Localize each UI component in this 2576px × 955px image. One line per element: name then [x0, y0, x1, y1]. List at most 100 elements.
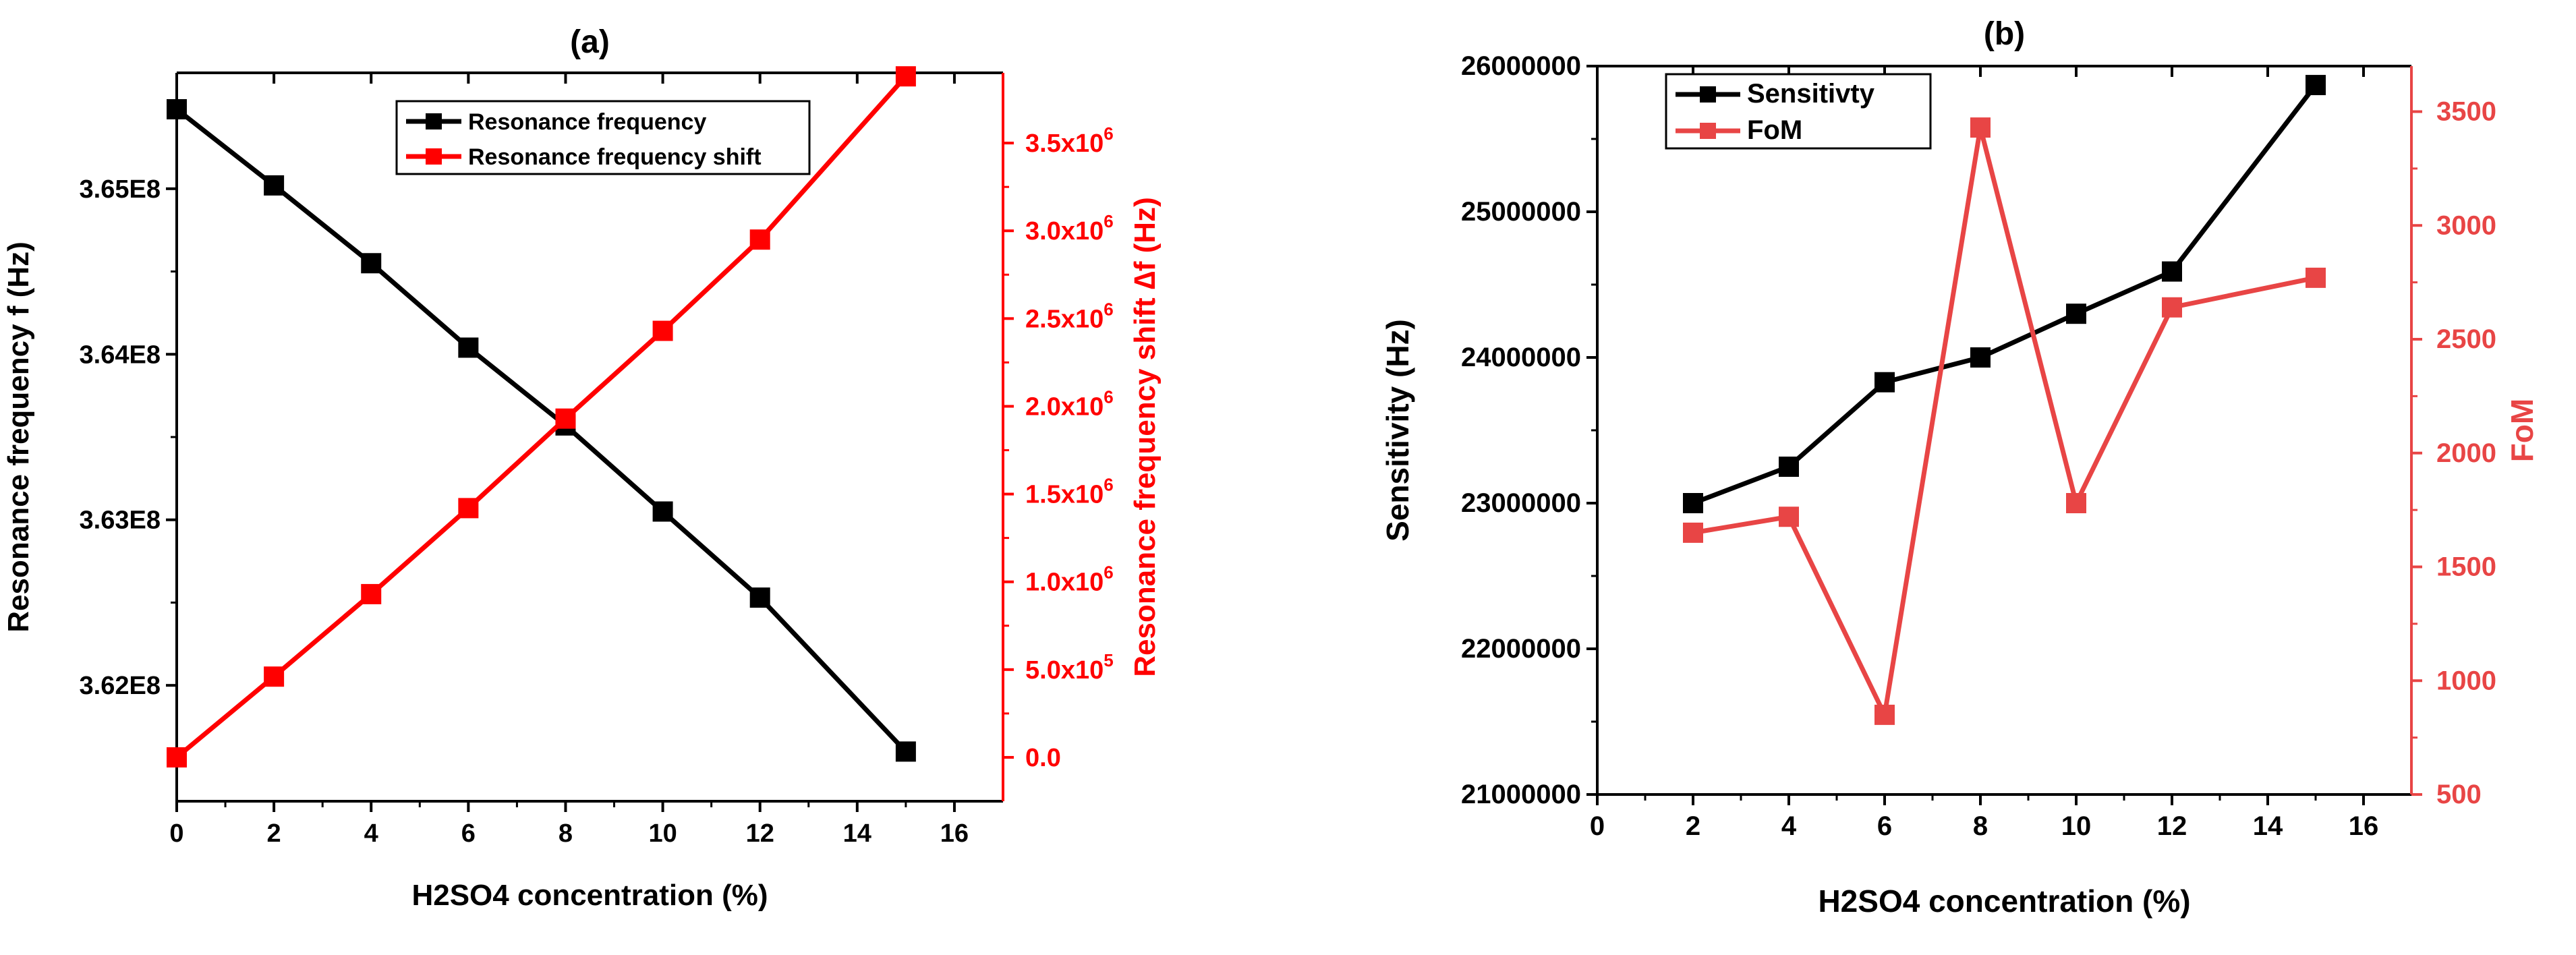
- legend-marker-1: [426, 148, 442, 165]
- x-tick-label: 0: [169, 819, 183, 848]
- data-point-1: [264, 666, 285, 687]
- x-tick-label: 10: [2061, 811, 2092, 841]
- data-point-1: [2162, 297, 2182, 318]
- y-right-tick-exponent: 6: [1104, 211, 1113, 231]
- x-tick-label: 12: [746, 819, 774, 848]
- y-right-tick-mantissa: 1.5x10: [1025, 481, 1104, 509]
- x-tick-label: 4: [1781, 811, 1797, 841]
- data-point-0: [264, 175, 285, 196]
- y-right-tick-label: 1500: [2436, 552, 2496, 582]
- y-right-tick-exponent: 6: [1104, 299, 1113, 319]
- y-right-tick-mantissa: 2.0x10: [1025, 393, 1104, 421]
- y-right-tick-mantissa: 3.5x10: [1025, 129, 1104, 158]
- y-right-tick-mantissa: 3.0x10: [1025, 217, 1104, 245]
- data-point-0: [2306, 75, 2326, 96]
- y-axis-right-label: FoM: [2505, 399, 2540, 463]
- y-right-tick-label: 2.5x106: [1025, 299, 1114, 333]
- legend-marker-0: [1700, 86, 1716, 103]
- series-line-0: [175, 107, 908, 753]
- y-right-tick-label: 1.0x106: [1025, 562, 1114, 597]
- y-right-tick-mantissa: 1.0x10: [1025, 569, 1104, 597]
- y-axis-left-label: Sensitivity (Hz): [1380, 319, 1415, 542]
- x-tick-label: 14: [2253, 811, 2283, 841]
- data-point-0: [1683, 493, 1703, 513]
- y-right-tick-label: 0.0: [1025, 744, 1061, 772]
- y-left-tick-label: 24000000: [1461, 343, 1581, 372]
- y-right-tick-label: 2000: [2436, 438, 2496, 468]
- x-axis-label: H2SO4 concentration (%): [1818, 884, 2190, 919]
- y-right-tick-label: 2.0x106: [1025, 386, 1114, 421]
- x-tick-label: 8: [559, 819, 573, 848]
- x-tick-label: 2: [1686, 811, 1700, 841]
- y-right-tick-exponent: 6: [1104, 123, 1113, 144]
- y-right-tick-label: 3.0x106: [1025, 211, 1114, 245]
- data-point-0: [1970, 347, 1991, 368]
- series-line-1: [1692, 125, 2316, 718]
- y-left-tick-label: 3.64E8: [80, 341, 161, 369]
- x-tick-label: 8: [1973, 811, 1988, 841]
- y-right-tick-exponent: 6: [1104, 562, 1113, 583]
- legend-marker-0: [426, 113, 442, 129]
- x-tick-label: 12: [2157, 811, 2187, 841]
- y-right-tick-label: 5.0x105: [1025, 650, 1114, 685]
- y-right-tick-exponent: 6: [1104, 475, 1113, 495]
- data-point-0: [2066, 303, 2086, 324]
- y-left-tick-label: 3.63E8: [80, 507, 161, 535]
- x-tick-label: 6: [461, 819, 476, 848]
- y-right-tick-label: 3.5x106: [1025, 123, 1114, 158]
- data-point-1: [1683, 522, 1703, 543]
- panel-a: (a) 0 2 4 6 8 10 12 14 16 3.62E8 3.63E8 3.64E8 3.65E8…: [2, 24, 1162, 912]
- legend-box: [395, 100, 811, 175]
- data-point-1: [167, 747, 187, 768]
- y-left-tick-label: 21000000: [1461, 780, 1581, 809]
- y-right-tick-exponent: 5: [1104, 650, 1113, 670]
- series-line-1: [175, 74, 908, 759]
- data-point-1: [895, 66, 916, 87]
- y-left-tick-label: 26000000: [1461, 51, 1581, 81]
- y-right-tick-label: 1000: [2436, 666, 2496, 695]
- x-tick-label: 2: [267, 819, 281, 848]
- y-right-tick-mantissa: 0.0: [1025, 744, 1061, 772]
- data-point-1: [652, 320, 673, 341]
- panel-label: (a): [570, 24, 610, 60]
- x-tick-label: 10: [648, 819, 677, 848]
- y-right-tick-label: 3000: [2436, 210, 2496, 240]
- data-point-0: [2162, 261, 2182, 282]
- x-tick-label: 14: [843, 819, 871, 848]
- legend-label-0: Sensitivty: [1747, 79, 1875, 109]
- data-point-1: [555, 408, 576, 429]
- data-point-0: [652, 501, 673, 522]
- legend-label-1: Resonance frequency shift: [468, 144, 762, 170]
- data-point-1: [749, 229, 770, 250]
- data-point-1: [1874, 704, 1895, 725]
- x-tick-label: 6: [1877, 811, 1892, 841]
- y-right-tick-label: 2500: [2436, 324, 2496, 354]
- panel-label: (b): [1984, 16, 2025, 52]
- data-point-0: [361, 253, 382, 274]
- y-right-tick-label: 3500: [2436, 97, 2496, 127]
- data-point-1: [2306, 267, 2326, 288]
- panel-b: (b) 0 2 4 6 8 10 12 14 16 21000000 22000000 23000000…: [1380, 16, 2540, 919]
- y-axis-left-label: Resonance frequency f (Hz): [2, 241, 35, 632]
- data-point-1: [2066, 493, 2086, 513]
- data-point-1: [1970, 117, 1991, 138]
- y-axis-right-label: Resonance frequency shift ∆f (Hz): [1128, 197, 1162, 676]
- legend-marker-1: [1700, 123, 1716, 139]
- y-right-tick-exponent: 6: [1104, 386, 1113, 407]
- data-point-1: [1779, 507, 1799, 527]
- y-left-tick-label: 22000000: [1461, 634, 1581, 664]
- x-tick-label: 0: [1590, 811, 1605, 841]
- x-axis-label: H2SO4 concentration (%): [411, 879, 768, 912]
- data-point-1: [458, 498, 479, 519]
- y-right-tick-mantissa: 5.0x10: [1025, 656, 1104, 685]
- data-point-0: [1779, 457, 1799, 477]
- y-right-tick-mantissa: 2.5x10: [1025, 305, 1104, 333]
- y-left-tick-label: 25000000: [1461, 197, 1581, 227]
- x-tick-label: 16: [940, 819, 969, 848]
- legend-label-1: FoM: [1747, 115, 1802, 145]
- data-point-0: [1874, 372, 1895, 393]
- data-point-0: [895, 741, 916, 762]
- data-point-0: [749, 587, 770, 608]
- data-point-0: [167, 99, 187, 119]
